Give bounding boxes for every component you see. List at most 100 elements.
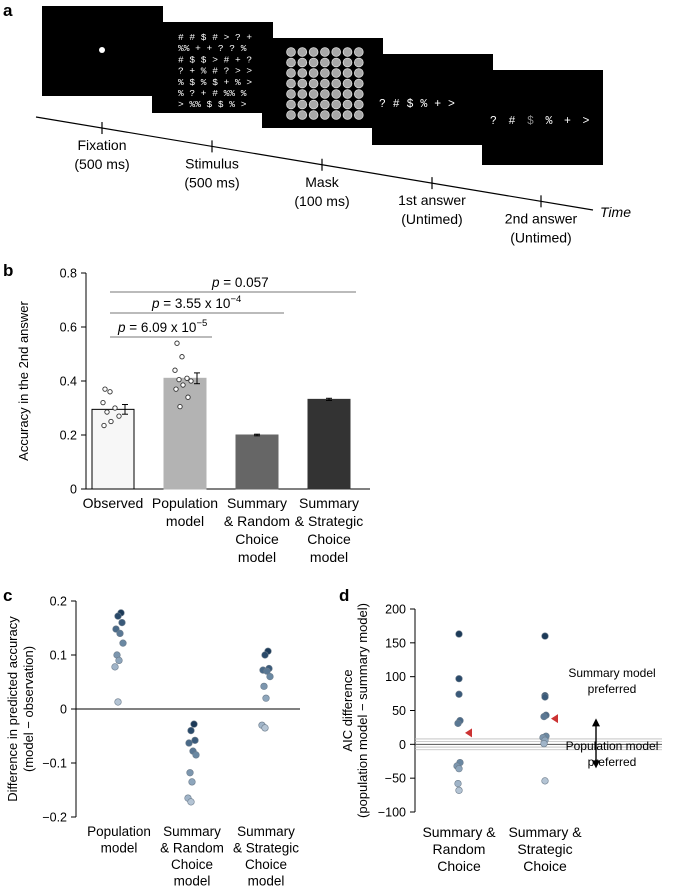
data-point [263, 667, 271, 675]
data-point [173, 386, 179, 392]
data-point [111, 663, 119, 671]
stimulus-screen [152, 22, 273, 113]
panel-letter-d: d [339, 586, 349, 605]
data-point [115, 656, 123, 665]
mask-blob [286, 99, 296, 110]
category-label: Choice [437, 858, 481, 874]
data-point [261, 651, 269, 659]
y-tick-label: 150 [385, 636, 406, 650]
timeline-axis [35, 116, 594, 211]
mask-blob [353, 68, 364, 78]
mask-blob [353, 89, 364, 99]
step-duration: (500 ms) [74, 156, 129, 172]
category-label: Summary [227, 495, 287, 511]
step-label: 2nd answer [505, 210, 578, 226]
data-point [101, 422, 107, 429]
y-tick-label: −100 [378, 806, 406, 820]
mask-blob [342, 110, 353, 120]
y-tick-label: 50 [392, 704, 406, 718]
step-label: 1st answer [398, 192, 466, 208]
step-duration: (Untimed) [510, 229, 571, 245]
y-tick-label: 0.2 [50, 595, 67, 609]
data-point [114, 698, 122, 706]
y-tick-label: 0 [70, 483, 77, 497]
panel-letter-c: c [3, 586, 12, 605]
data-point [118, 618, 126, 627]
category-label: Summary [163, 824, 221, 839]
step-duration: (100 ms) [294, 193, 349, 209]
panel-letter-a: a [3, 1, 13, 20]
category-label: Population [152, 495, 218, 511]
category-label: & Random [224, 513, 290, 529]
mask-blob [320, 47, 330, 57]
data-point [174, 340, 180, 346]
data-point [540, 712, 548, 721]
timeline: Time [35, 116, 631, 220]
mask-blob [331, 68, 342, 78]
mask-blob [286, 68, 296, 78]
category-label: Summary [237, 824, 295, 839]
data-point [187, 798, 195, 806]
mask-blob [320, 68, 330, 78]
bar-chart-accuracy: 0 0.2 0.4 0.6 0.8 Accuracy in the 2nd answer O… [16, 267, 370, 565]
data-point [540, 740, 548, 748]
y-axis-label: AIC difference [340, 669, 355, 751]
data-point [192, 751, 200, 759]
bar [307, 398, 351, 490]
bar [235, 434, 279, 490]
panel-letter-b: b [3, 261, 13, 280]
category-label: Summary [299, 495, 359, 511]
mask-blob [308, 110, 319, 120]
stimulus-row: % $ % $ + % > [178, 77, 252, 88]
y-tick-label: 0.6 [60, 321, 77, 335]
trial-screens: # # $ # > ? +%% + + ? ? %# $ $ > # + ?? … [42, 6, 603, 165]
stimulus-row: # # $ # > ? + [178, 32, 252, 43]
mask-blob [297, 78, 308, 89]
data-point [541, 693, 549, 701]
data-point [188, 778, 196, 786]
y-axis-label: (model − observation) [21, 646, 36, 772]
data-point [455, 786, 463, 794]
step-duration: (Untimed) [401, 211, 462, 227]
category-label: Strategic [517, 841, 572, 857]
category-label: Observed [83, 495, 144, 511]
annotation-summary-preferred: Summary model [568, 666, 655, 680]
mean-marker [551, 714, 558, 724]
category-label: model [101, 841, 138, 856]
answer-symbol: # [509, 115, 516, 128]
y-tick-label: −0.2 [42, 811, 67, 825]
second-answer-symbols: ? # $% + > [490, 115, 590, 128]
second-answer-screen [482, 70, 603, 165]
annotation-summary-preferred: preferred [588, 682, 637, 696]
category-label: Summary & [422, 824, 496, 840]
data-point [172, 367, 178, 373]
mask-blob [342, 99, 353, 110]
mask-blob [331, 78, 342, 89]
data-point [455, 690, 463, 698]
data-point [191, 736, 199, 744]
data-point [187, 726, 195, 735]
step-label: Mask [305, 174, 339, 190]
fixation-dot [99, 47, 105, 53]
data-point [102, 386, 108, 392]
stimulus-row: ? + % # ? > > [178, 66, 252, 77]
data-point [108, 418, 114, 425]
first-answer-screen [372, 54, 493, 145]
p-value-label: p = 3.55 x 10−4 [151, 294, 241, 311]
mask-blob [286, 47, 296, 57]
mask-blob [342, 78, 353, 89]
y-tick-label: −50 [385, 772, 406, 786]
category-label: model [174, 874, 211, 886]
y-tick-label: 200 [385, 603, 406, 617]
mask-blob [286, 89, 296, 99]
mask-blob [297, 47, 308, 57]
data-point [261, 724, 269, 732]
data-point [180, 382, 186, 388]
category-label: Choice [235, 531, 279, 547]
data-point [541, 632, 549, 640]
mask-blob [297, 110, 308, 120]
first-answer-symbols: ? # $ % + > [379, 98, 455, 111]
mask-blob [320, 89, 330, 99]
data-point [260, 682, 268, 690]
data-point [454, 719, 462, 727]
